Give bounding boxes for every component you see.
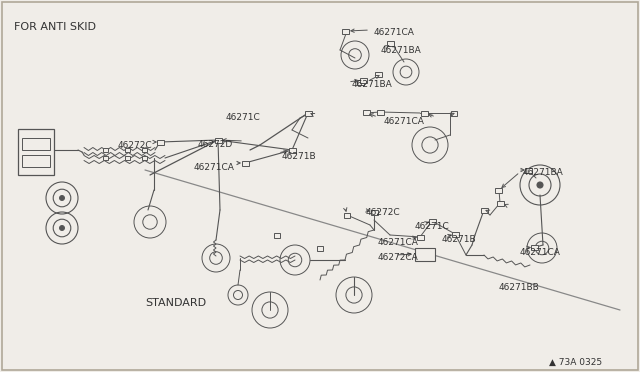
Text: FOR ANTI SKID: FOR ANTI SKID bbox=[14, 22, 96, 32]
Text: 46271BA: 46271BA bbox=[352, 80, 393, 89]
Bar bbox=[374, 71, 381, 77]
Text: 46272C: 46272C bbox=[118, 141, 152, 150]
Text: 46271BB: 46271BB bbox=[499, 283, 540, 292]
Text: 46271CA: 46271CA bbox=[194, 163, 235, 172]
Bar bbox=[289, 148, 296, 153]
Text: 46271C: 46271C bbox=[415, 222, 450, 231]
Bar bbox=[497, 201, 504, 205]
Text: 46271BA: 46271BA bbox=[523, 168, 564, 177]
Bar bbox=[141, 156, 147, 160]
Bar bbox=[344, 212, 350, 218]
Bar bbox=[429, 218, 435, 224]
Circle shape bbox=[60, 225, 65, 230]
Text: 46271C: 46271C bbox=[226, 113, 260, 122]
Bar bbox=[525, 167, 531, 173]
Text: 46272C: 46272C bbox=[366, 208, 401, 217]
Bar bbox=[214, 138, 221, 142]
Bar bbox=[376, 109, 383, 115]
Bar bbox=[371, 209, 378, 215]
Text: 46271CA: 46271CA bbox=[384, 117, 425, 126]
Bar bbox=[415, 247, 435, 260]
Bar bbox=[102, 156, 108, 160]
Text: 46272D: 46272D bbox=[198, 140, 233, 149]
Bar bbox=[141, 148, 147, 152]
Bar bbox=[362, 109, 369, 115]
Bar bbox=[125, 148, 129, 152]
Bar bbox=[387, 41, 394, 45]
Bar bbox=[274, 232, 280, 237]
Text: 46271B: 46271B bbox=[282, 152, 317, 161]
Bar bbox=[420, 110, 428, 115]
Bar bbox=[157, 140, 163, 144]
Bar bbox=[360, 77, 367, 83]
Bar bbox=[22, 155, 50, 167]
Circle shape bbox=[537, 182, 543, 188]
Text: ▲ 73A 0325: ▲ 73A 0325 bbox=[549, 358, 602, 367]
Bar bbox=[102, 148, 108, 152]
Bar bbox=[305, 110, 312, 115]
Bar bbox=[22, 138, 50, 150]
Text: 46272CA: 46272CA bbox=[378, 253, 419, 262]
Text: 46271BA: 46271BA bbox=[381, 46, 422, 55]
Bar bbox=[481, 208, 488, 212]
Bar bbox=[495, 187, 502, 192]
Text: 46271B: 46271B bbox=[442, 235, 477, 244]
Bar bbox=[317, 246, 323, 250]
Bar bbox=[125, 156, 129, 160]
Circle shape bbox=[60, 196, 65, 201]
Text: 46271CA: 46271CA bbox=[374, 28, 415, 37]
Bar bbox=[451, 231, 458, 237]
Text: 46271CA: 46271CA bbox=[378, 238, 419, 247]
Bar bbox=[356, 80, 364, 84]
Text: STANDARD: STANDARD bbox=[145, 298, 206, 308]
Bar bbox=[241, 160, 248, 166]
Bar bbox=[342, 29, 349, 33]
Bar bbox=[531, 244, 538, 250]
Bar bbox=[451, 110, 457, 115]
Text: 46271CA: 46271CA bbox=[520, 248, 561, 257]
Bar bbox=[417, 234, 424, 240]
Bar bbox=[18, 129, 54, 175]
